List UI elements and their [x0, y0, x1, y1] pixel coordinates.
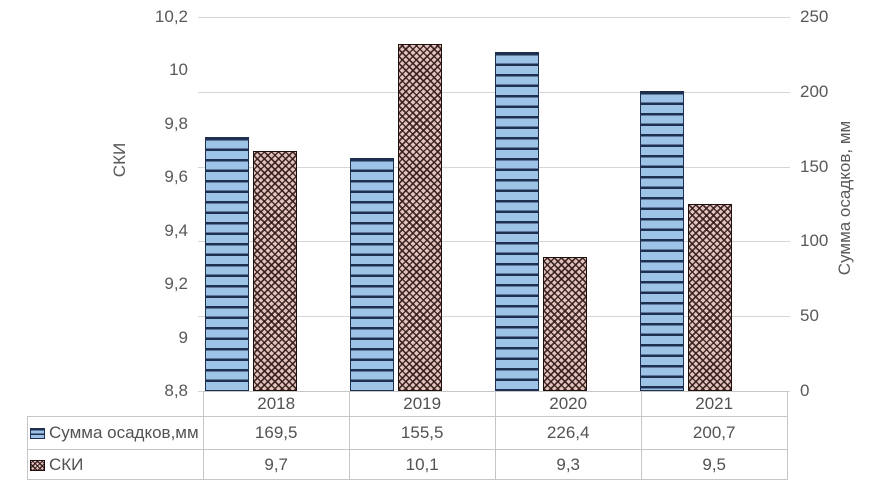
left-axis-tick-label: 9,6	[164, 167, 188, 186]
left-axis-tick-label: 10	[169, 60, 188, 79]
bar-precipitation-2018	[205, 137, 249, 391]
right-axis-tick-label: 150	[800, 157, 829, 176]
value-cell: 200,7	[640, 416, 788, 450]
bar-ski-2019	[398, 44, 442, 391]
legend-precipitation-swatch-icon	[30, 428, 45, 439]
right-axis-tick-label: 100	[800, 231, 829, 250]
value-cell: 9,3	[494, 449, 642, 480]
value-cell: 155,5	[348, 416, 496, 450]
gridline	[198, 167, 790, 168]
value-cell: 169,5	[202, 416, 350, 450]
left-axis-tick-label: 9,2	[164, 274, 188, 293]
bar-precipitation-2020	[495, 52, 539, 391]
gridline	[198, 241, 790, 242]
bar-ski-2018	[253, 151, 297, 391]
table-row: Сумма осадков,мм 169,5 155,5 226,4 200,7	[27, 416, 788, 450]
left-axis-tick-label: 9,8	[164, 114, 188, 133]
left-axis-tick-label: 9,4	[164, 221, 188, 240]
year-header-cell: 2019	[348, 391, 496, 417]
right-axis-tick-label: 200	[800, 82, 829, 101]
right-axis-tick-label: 50	[800, 306, 819, 325]
year-header-cell: 2021	[640, 391, 788, 417]
bar-precipitation-2021	[640, 91, 684, 391]
value-cell: 226,4	[494, 416, 642, 450]
right-axis-title: Сумма осадков, мм	[835, 120, 854, 276]
left-axis-tick-label: 9	[178, 328, 188, 347]
left-axis-title: СКИ	[110, 142, 129, 178]
bar-ski-2020	[543, 257, 587, 391]
right-axis-tick-label: 0	[800, 381, 810, 400]
gridline	[198, 316, 790, 317]
table-corner-cell	[28, 392, 204, 417]
data-table: 2018 2019 2020 2021 Сумма осадков,мм 169,5 155…	[27, 391, 788, 480]
year-header-cell: 2020	[494, 391, 642, 417]
bar-precipitation-2019	[350, 158, 394, 391]
left-axis-tick-label: 8,8	[164, 381, 188, 400]
value-cell: 9,7	[202, 449, 350, 480]
left-axis-tick-label: 10,2	[154, 7, 188, 26]
table-row: СКИ 9,7 10,1 9,3 9,5	[27, 449, 788, 480]
gridline	[198, 92, 790, 93]
value-cell: 9,5	[640, 449, 788, 480]
gridline	[198, 17, 790, 18]
legend-ski-swatch-icon	[30, 459, 45, 471]
value-cell: 10,1	[348, 449, 496, 480]
year-header-cell: 2018	[202, 391, 350, 417]
row-header-ski: СКИ	[27, 449, 204, 480]
right-axis-tick-label: 250	[800, 7, 829, 26]
bar-ski-2021	[688, 204, 732, 391]
row-header-precipitation: Сумма осадков,мм	[27, 416, 204, 450]
